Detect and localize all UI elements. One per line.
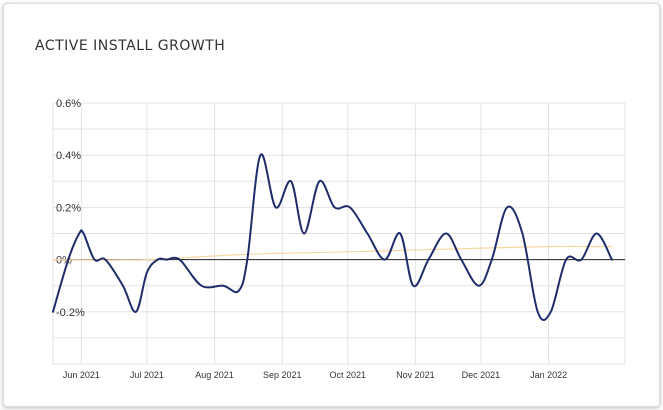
trend-series-line: [52, 245, 613, 261]
x-tick-label: Aug 2021: [195, 370, 234, 380]
series-lines: [52, 153, 613, 321]
chart-title: ACTIVE INSTALL GROWTH: [35, 38, 226, 54]
y-tick-label: 0.2%: [56, 202, 81, 214]
x-axis-labels: Jun 2021 Jul 2021 Aug 2021 Sep 2021 Oct 2021…: [63, 370, 567, 380]
y-tick-label: 0.6%: [56, 98, 81, 110]
x-tick-label: Jun 2021: [63, 370, 100, 380]
x-tick-label: Oct 2021: [329, 370, 366, 380]
chart-card: ACTIVE INSTALL GROWTH: [3, 3, 660, 407]
x-tick-label: Jan 2022: [530, 370, 567, 380]
x-tick-label: Nov 2021: [396, 370, 435, 380]
y-tick-label: 0.4%: [56, 150, 81, 162]
x-tick-label: Dec 2021: [462, 370, 501, 380]
growth-series-line: [52, 153, 613, 321]
x-tick-label: Jul 2021: [130, 370, 164, 380]
grid-lines: [52, 102, 626, 365]
x-tick-label: Sep 2021: [263, 370, 302, 380]
y-tick-label: -0.2%: [56, 307, 85, 319]
